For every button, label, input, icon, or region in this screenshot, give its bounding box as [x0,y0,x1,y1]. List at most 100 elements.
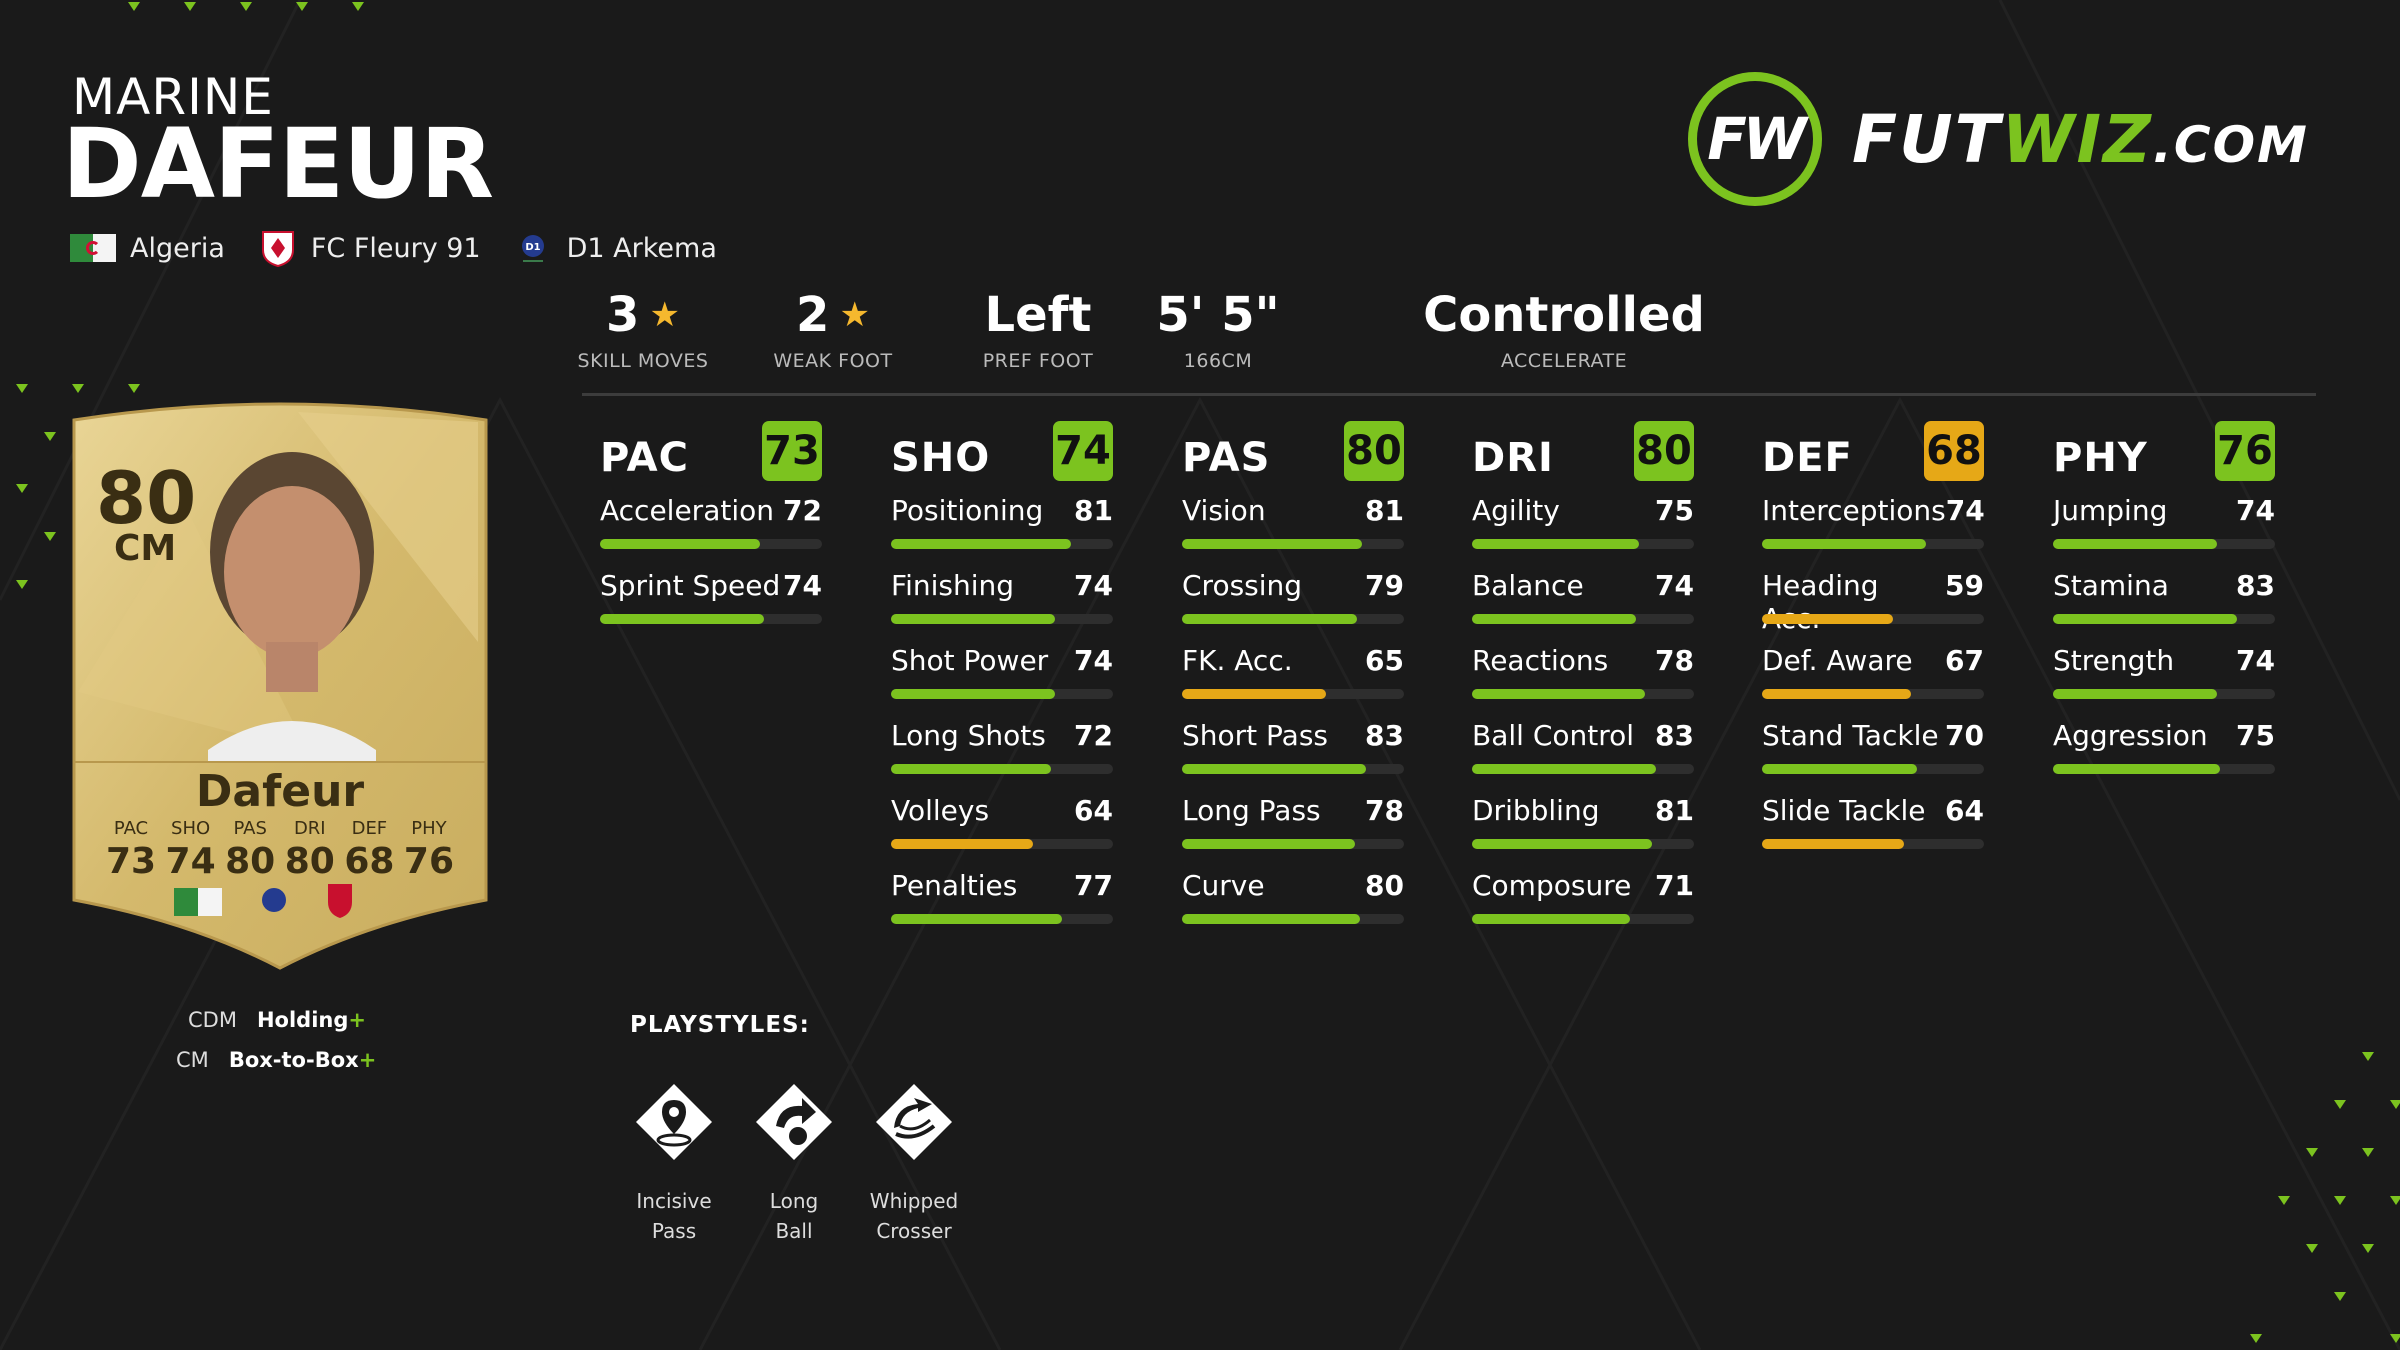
card-player-name: Dafeur [195,766,365,817]
player-photo [208,452,376,762]
playstyle-whipped-crosser[interactable]: Whipped Crosser [854,1082,974,1246]
stat-row: Heading Acc. 59 [1762,557,1984,635]
stat-label: Strength [2053,644,2175,677]
pref-foot-info: Left PREF FOOT [982,287,1094,372]
stat-row: Penalties 77 [891,857,1113,932]
stat-row: Jumping 74 [2053,482,2275,557]
attribute-rating-badge: 73 [762,421,822,481]
playstyle-incisive-pass[interactable]: Incisive Pass [614,1082,734,1246]
attribute-header: SHO 74 [891,420,1113,482]
stat-value: 72 [783,494,822,527]
attribute-rating-badge: 76 [2215,421,2275,481]
attribute-rating-badge: 80 [1634,421,1694,481]
nation-link[interactable]: Algeria [70,233,225,264]
stat-value: 74 [2236,494,2275,527]
stat-bar [1472,689,1694,699]
stat-value: 80 [1365,869,1404,902]
stat-row: Def. Aware 67 [1762,632,1984,707]
stat-bar [891,614,1113,624]
stat-bar-fill [1472,914,1630,924]
club-link[interactable]: FC Fleury 91 [259,228,481,268]
role-cdm-holding[interactable]: CDM Holding+ [188,1008,367,1032]
stat-bar [1762,764,1984,774]
club-crest-icon [261,231,294,268]
stat-bar-fill [1762,764,1918,774]
stat-label: Composure [1472,869,1632,902]
stat-bar [1182,914,1404,924]
stat-value: 74 [783,569,822,602]
stat-row: Interceptions 74 [1762,482,1985,557]
stat-label: Positioning [891,494,1044,527]
stat-bar-fill [891,764,1051,774]
stat-value: 83 [1365,719,1404,752]
player-card[interactable] [68,392,492,970]
stat-bar-fill [891,539,1071,549]
card-stat-sho: SHO 74 [165,818,216,882]
stat-row: Long Pass 78 [1182,782,1404,857]
height-info: 5' 5" 166CM [1156,287,1280,372]
whipped-crosser-icon [876,1084,952,1160]
stat-label: Vision [1182,494,1266,527]
attribute-title: SHO [891,435,991,481]
stat-row: Acceleration 72 [600,482,822,557]
stat-bar [1472,914,1694,924]
league-label: D1 Arkema [566,232,717,264]
stat-row: Finishing 74 [891,557,1113,632]
stat-row: Stamina 83 [2053,557,2275,632]
nation-label: Algeria [130,232,225,264]
card-position: CM [114,528,177,569]
stat-row: Composure 71 [1472,857,1694,932]
stat-value: 74 [1655,569,1694,602]
stat-bar-fill [2053,689,2218,699]
stat-label: Stamina [2053,569,2169,602]
futwiz-logo[interactable]: FW FUTWIZ.COM [1688,72,2309,206]
stat-bar [1762,614,1984,624]
stat-value: 83 [2236,569,2275,602]
stat-bar-fill [1472,539,1639,549]
divider [582,393,2316,396]
stat-bar [1762,539,1984,549]
stat-bar-fill [600,539,760,549]
playstyles-title: PLAYSTYLES: [630,1012,810,1038]
stat-row: Balance 74 [1472,557,1694,632]
stat-label: Reactions [1472,644,1609,677]
stat-bar-fill [2053,764,2220,774]
stat-value: 64 [1074,794,1113,827]
stat-row: Slide Tackle 64 [1762,782,1984,857]
card-stat-dri: DRI 80 [284,818,335,882]
card-stat-pas: PAS 80 [225,818,276,882]
attribute-header: DRI 80 [1472,420,1694,482]
stat-bar-fill [1762,614,1893,624]
attribute-column-pac: PAC 73 Acceleration 72 Sprint Speed 74 [600,420,822,632]
attribute-title: DRI [1472,435,1554,481]
stat-bar-fill [1472,689,1646,699]
stat-bar [1472,539,1694,549]
algeria-flag-icon [70,234,116,262]
stat-value: 79 [1365,569,1404,602]
stat-value: 72 [1074,719,1113,752]
player-meta-row: Algeria FC Fleury 91 D1 D1 Arkema [70,228,751,268]
stat-bar [2053,614,2275,624]
stat-row: Long Shots 72 [891,707,1113,782]
stat-value: 74 [1074,644,1113,677]
stat-bar [1472,614,1694,624]
stat-bar-fill [1182,839,1356,849]
attribute-title: PHY [2053,435,2148,481]
stat-label: Interceptions [1762,494,1946,527]
attribute-column-sho: SHO 74 Positioning 81 Finishing 74 Shot Power 7… [891,420,1113,932]
role-cm-box-to-box[interactable]: CM Box-to-Box+ [176,1048,377,1072]
stat-value: 74 [2236,644,2275,677]
stat-bar [891,539,1113,549]
stat-row: Dribbling 81 [1472,782,1694,857]
league-link[interactable]: D1 D1 Arkema [515,230,717,266]
stat-row: Sprint Speed 74 [600,557,822,632]
attribute-rating-badge: 80 [1344,421,1404,481]
stat-value: 70 [1945,719,1984,752]
stat-bar [1472,839,1694,849]
stat-bar-fill [1182,914,1360,924]
stat-row: Agility 75 [1472,482,1694,557]
stat-bar-fill [1762,689,1911,699]
playstyle-long-ball[interactable]: Long Ball [734,1082,854,1246]
stat-value: 67 [1945,644,1984,677]
